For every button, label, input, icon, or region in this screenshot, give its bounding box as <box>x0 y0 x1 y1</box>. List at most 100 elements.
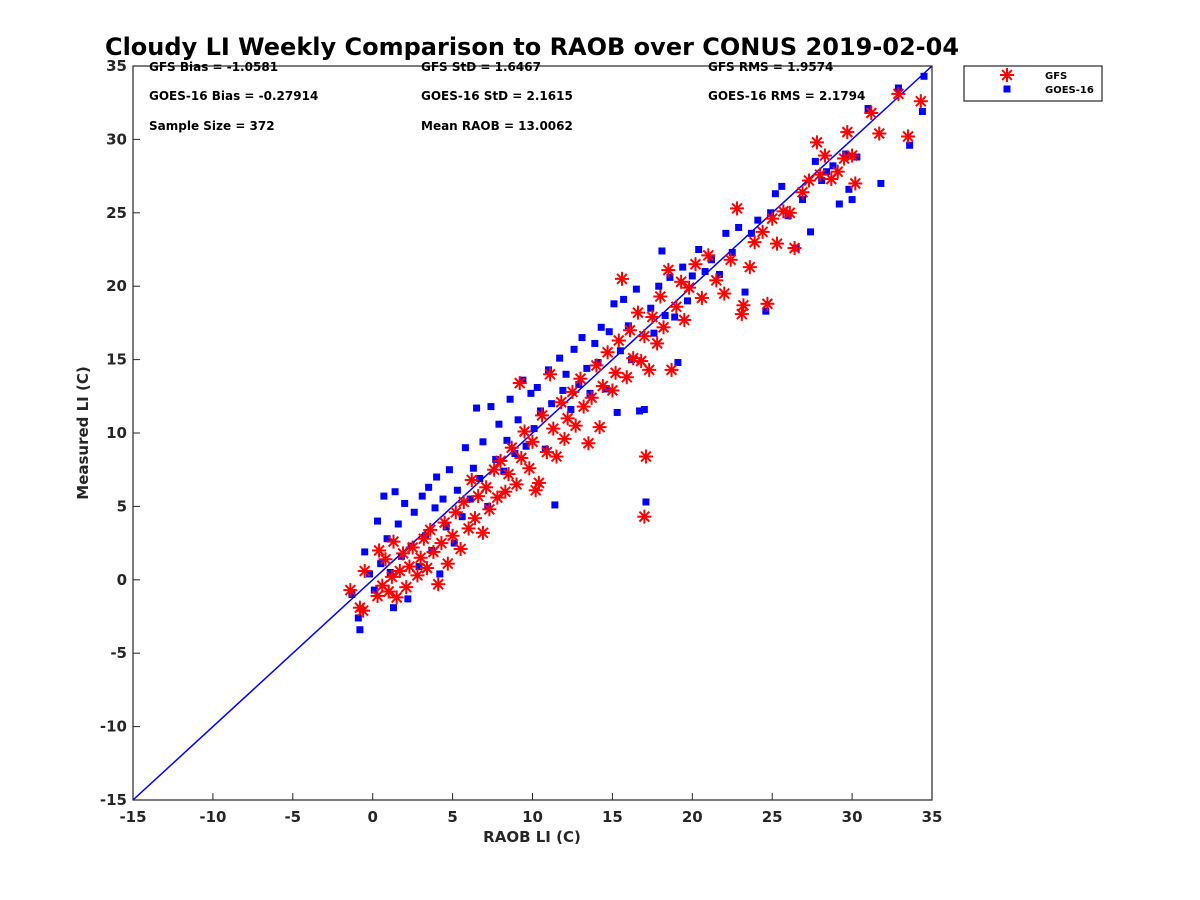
point-gfs <box>512 376 527 391</box>
point-goes-16 <box>415 563 423 571</box>
point-goes-16 <box>741 288 749 296</box>
point-gfs <box>493 453 508 468</box>
point-goes-16 <box>842 150 850 158</box>
point-gfs <box>557 431 572 446</box>
point-gfs <box>734 307 749 322</box>
x-tick-label: 30 <box>842 808 863 826</box>
point-goes-16 <box>578 334 586 342</box>
y-tick-label: -10 <box>100 718 127 736</box>
point-gfs <box>576 399 591 414</box>
x-tick-label: -10 <box>199 808 226 826</box>
point-gfs <box>630 305 645 320</box>
point-goes-16 <box>666 273 674 281</box>
point-goes-16 <box>487 403 495 411</box>
x-tick-label: 0 <box>367 808 377 826</box>
point-gfs <box>490 490 505 505</box>
point-goes-16 <box>735 223 743 231</box>
point-gfs <box>782 205 797 220</box>
stat-goes-bias: GOES-16 Bias = -0.27914 <box>149 89 318 103</box>
point-gfs <box>848 176 863 191</box>
point-gfs <box>543 367 558 382</box>
point-goes-16 <box>410 508 418 516</box>
point-goes-16 <box>418 492 426 500</box>
x-tick-label: 5 <box>447 808 457 826</box>
point-goes-16 <box>503 436 511 444</box>
point-gfs <box>747 235 762 250</box>
point-goes-16 <box>469 464 477 472</box>
point-goes-16 <box>616 347 624 355</box>
point-gfs <box>637 509 652 524</box>
point-goes-16 <box>570 345 578 353</box>
point-gfs <box>795 185 810 200</box>
point-goes-16 <box>658 247 666 255</box>
point-goes-16 <box>348 590 356 598</box>
point-gfs <box>801 173 816 188</box>
point-gfs <box>840 125 855 140</box>
point-goes-16 <box>818 177 826 185</box>
point-goes-16 <box>655 282 663 290</box>
point-gfs <box>723 252 738 267</box>
legend: GFS GOES-16 <box>963 65 1103 102</box>
point-goes-16 <box>562 370 570 378</box>
point-goes-16 <box>450 539 458 547</box>
point-gfs <box>742 260 757 275</box>
stat-goes-std: GOES-16 StD = 2.1615 <box>421 89 573 103</box>
point-gfs <box>461 521 476 536</box>
point-goes-16 <box>511 450 519 458</box>
point-gfs <box>736 298 751 313</box>
point-goes-16 <box>442 523 450 531</box>
point-gfs <box>381 584 396 599</box>
point-goes-16 <box>544 366 552 374</box>
point-gfs <box>765 211 780 226</box>
stats-block: GFS Bias = -1.0581 GFS StD = 1.6467 GFS … <box>149 60 865 133</box>
point-gfs <box>682 280 697 295</box>
point-gfs <box>634 354 649 369</box>
point-goes-16 <box>684 297 692 305</box>
point-goes-16 <box>877 179 885 187</box>
point-goes-16 <box>476 475 484 483</box>
point-gfs <box>769 236 784 251</box>
point-gfs <box>482 502 497 517</box>
point-gfs <box>664 362 679 377</box>
point-goes-16 <box>848 196 856 204</box>
point-goes-16 <box>632 285 640 293</box>
point-goes-16 <box>433 473 441 481</box>
point-goes-16 <box>453 486 461 494</box>
point-gfs <box>817 148 832 163</box>
point-goes-16 <box>771 190 779 198</box>
point-goes-16 <box>391 488 399 496</box>
point-gfs <box>674 274 689 289</box>
point-goes-16 <box>380 492 388 500</box>
y-tick-label: 35 <box>106 57 127 75</box>
point-goes-16 <box>436 570 444 578</box>
point-gfs <box>525 434 540 449</box>
y-tick-label: 25 <box>106 204 127 222</box>
point-goes-16 <box>650 329 658 337</box>
point-gfs <box>554 395 569 410</box>
point-gfs <box>539 445 554 460</box>
point-gfs <box>608 365 623 380</box>
point-gfs <box>701 248 716 263</box>
point-gfs <box>399 580 414 595</box>
point-gfs <box>600 345 615 360</box>
point-goes-16 <box>500 467 508 475</box>
point-gfs <box>809 135 824 150</box>
points-layer <box>343 72 928 634</box>
point-goes-16 <box>548 400 556 408</box>
point-gfs <box>413 550 428 565</box>
point-goes-16 <box>918 108 926 116</box>
axis-ticks: -15 -10 -5 0 5 10 15 20 25 30 35 -15 -10 -5 0 5 10 15 20 25… <box>100 57 943 826</box>
point-gfs <box>595 379 610 394</box>
point-goes-16 <box>636 407 644 415</box>
y-tick-label: 0 <box>117 571 127 589</box>
y-tick-label: 5 <box>117 497 127 515</box>
point-goes-16 <box>747 229 755 237</box>
point-goes-16 <box>823 168 831 176</box>
point-gfs <box>669 299 684 314</box>
point-goes-16 <box>495 420 503 428</box>
point-gfs <box>343 583 358 598</box>
legend-marker-goes-16 <box>1003 85 1011 93</box>
x-tick-label: 15 <box>602 808 623 826</box>
y-tick-label: -5 <box>110 644 127 662</box>
point-gfs <box>372 543 387 558</box>
